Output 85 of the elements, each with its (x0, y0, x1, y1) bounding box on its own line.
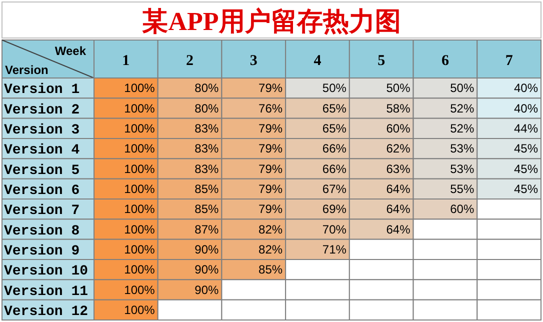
data-label: 79% (258, 81, 283, 96)
data-label: 53% (450, 142, 474, 156)
data-label: 100% (124, 101, 156, 116)
data-label: 52% (450, 121, 474, 136)
data-label: 50% (322, 81, 347, 96)
data-label: 80% (194, 101, 220, 116)
data-label: 50% (450, 81, 474, 96)
data-label: 90% (194, 262, 220, 277)
y-tick-label: Version 8 (4, 223, 80, 240)
data-label: 55% (450, 182, 474, 196)
x-axis-title: Week (54, 44, 86, 58)
data-label: 100% (124, 202, 156, 216)
y-tick-label: Version 10 (4, 264, 88, 280)
y-tick-label: Version 1 (4, 82, 80, 98)
data-label: 85% (258, 262, 283, 277)
data-label: 85% (194, 202, 220, 216)
y-tick-label: Version 3 (4, 122, 80, 138)
data-label: 100% (124, 121, 156, 136)
data-label: 45% (514, 162, 538, 176)
data-label: 62% (386, 142, 411, 156)
x-tick-label: 2 (186, 53, 194, 69)
y-tick-label: Version 4 (4, 142, 80, 159)
data-label: 87% (194, 222, 220, 236)
y-tick-label: Version 7 (4, 203, 80, 220)
data-label: 82% (258, 222, 283, 236)
data-label: 79% (258, 121, 283, 136)
x-tick-label: 7 (505, 53, 514, 69)
data-label: 100% (124, 162, 156, 176)
data-label: 63% (386, 162, 411, 176)
chart-title: 某APP用户留存热力图 (142, 7, 401, 36)
data-label: 69% (322, 202, 347, 216)
data-label: 100% (124, 282, 156, 297)
y-tick-label: Version 5 (4, 162, 80, 179)
data-label: 44% (514, 121, 538, 136)
data-label: 45% (514, 142, 538, 156)
data-label: 83% (194, 142, 220, 156)
data-label: 82% (258, 242, 283, 256)
data-label: 53% (450, 162, 474, 176)
data-label: 79% (258, 182, 283, 196)
data-label: 60% (450, 202, 474, 216)
data-label: 79% (258, 162, 283, 176)
data-label: 66% (322, 142, 347, 156)
y-tick-label: Version 9 (4, 243, 80, 260)
data-label: 76% (258, 101, 283, 116)
data-label: 83% (194, 121, 220, 136)
data-label: 64% (386, 202, 411, 216)
data-label: 64% (386, 182, 411, 196)
data-label: 100% (124, 262, 156, 277)
data-label: 58% (386, 101, 411, 116)
data-label: 100% (124, 302, 156, 317)
data-label: 100% (124, 81, 156, 96)
y-tick-label: Version 2 (4, 102, 80, 118)
x-tick-label: 3 (250, 53, 258, 69)
data-label: 40% (514, 101, 538, 116)
data-label: 71% (322, 242, 347, 256)
data-label: 52% (450, 101, 474, 116)
data-label: 70% (322, 222, 347, 236)
y-axis-title: Version (5, 63, 48, 77)
data-label: 65% (322, 101, 347, 116)
data-label: 90% (194, 242, 220, 256)
x-tick-label: 4 (314, 53, 322, 69)
x-tick-label: 1 (122, 53, 130, 69)
data-label: 100% (124, 182, 156, 196)
data-label: 66% (322, 162, 347, 176)
x-tick-label: 5 (378, 53, 386, 69)
data-label: 100% (124, 242, 156, 256)
y-tick-label: Version 6 (4, 182, 80, 199)
y-tick-label: Version 11 (4, 284, 88, 300)
data-label: 79% (258, 142, 283, 156)
data-label: 60% (386, 121, 411, 136)
data-label: 100% (124, 222, 156, 236)
data-label: 50% (386, 81, 411, 96)
data-label: 64% (386, 222, 411, 236)
data-label: 100% (124, 142, 156, 156)
data-label: 83% (194, 162, 220, 176)
data-label: 79% (258, 202, 283, 216)
x-tick-label: 6 (441, 53, 450, 69)
data-label: 65% (322, 121, 347, 136)
data-label: 40% (514, 81, 538, 96)
data-label: 80% (194, 81, 220, 96)
data-label: 67% (322, 182, 347, 196)
data-label: 85% (194, 182, 220, 196)
data-label: 45% (514, 182, 538, 196)
data-label: 90% (194, 282, 220, 297)
y-tick-label: Version 12 (4, 304, 88, 320)
